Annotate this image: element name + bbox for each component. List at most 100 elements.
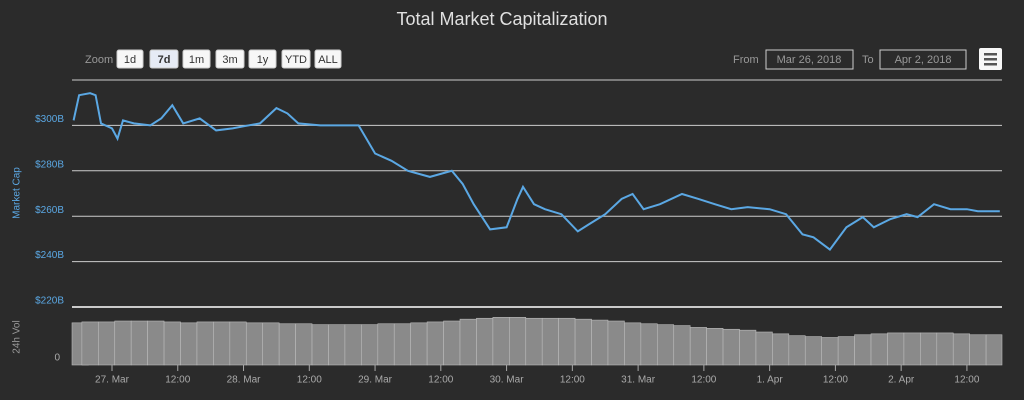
volume-bar bbox=[574, 318, 592, 366]
volume-bar bbox=[541, 317, 559, 366]
volume-bar bbox=[229, 321, 247, 366]
volume-bar bbox=[245, 322, 264, 366]
volume-bar bbox=[426, 321, 444, 366]
volume-bar bbox=[772, 333, 790, 366]
menu-button[interactable] bbox=[979, 48, 1002, 70]
menu-bar bbox=[984, 58, 997, 61]
zoom-button[interactable] bbox=[314, 49, 342, 69]
zoom-button[interactable] bbox=[116, 49, 144, 69]
x-tick-label: 2. Apr bbox=[888, 375, 915, 386]
x-tick-label: 29. Mar bbox=[358, 375, 393, 386]
volume-bar bbox=[656, 324, 675, 366]
volume-bar bbox=[887, 332, 905, 366]
zoom-button-label: ALL bbox=[318, 54, 338, 66]
volume-bar bbox=[706, 328, 724, 366]
zoom-button-label: 1m bbox=[189, 54, 204, 66]
y-tick-label: $300B bbox=[35, 114, 64, 125]
volume-bar bbox=[673, 325, 691, 366]
volume-bar bbox=[936, 332, 954, 366]
to-label: To bbox=[862, 54, 874, 66]
zoom-button-label: 1y bbox=[257, 54, 269, 66]
from-input[interactable] bbox=[765, 49, 854, 70]
y-axis-title: Market Cap bbox=[12, 167, 23, 219]
volume-bar bbox=[640, 323, 658, 366]
volume-bar bbox=[377, 323, 395, 366]
x-tick-label: 12:00 bbox=[691, 375, 716, 386]
y-tick-label: $240B bbox=[35, 250, 64, 261]
x-tick-label: 12:00 bbox=[165, 375, 190, 386]
market-cap-line bbox=[72, 92, 1000, 252]
x-tick-label: 12:00 bbox=[954, 375, 979, 386]
volume-bar bbox=[969, 334, 987, 366]
zoom-label: Zoom bbox=[85, 54, 113, 66]
zoom-button-label: YTD bbox=[285, 54, 307, 66]
volume-bar bbox=[98, 321, 116, 366]
x-tick-label: 12:00 bbox=[428, 375, 453, 386]
zoom-button[interactable] bbox=[149, 49, 179, 69]
x-tick-label: 12:00 bbox=[823, 375, 848, 386]
volume-bar bbox=[361, 324, 379, 366]
volume-bar bbox=[509, 317, 527, 366]
volume-bar bbox=[804, 336, 822, 366]
zoom-button-label: 1d bbox=[124, 54, 136, 66]
volume-bar bbox=[788, 335, 806, 366]
x-tick-label: 28. Mar bbox=[227, 375, 262, 386]
volume-bar bbox=[870, 333, 888, 366]
volume-bar bbox=[607, 320, 625, 366]
y-tick-label: $280B bbox=[35, 159, 64, 170]
from-value: Mar 26, 2018 bbox=[777, 54, 842, 66]
volume-bar bbox=[81, 321, 99, 366]
zoom-button[interactable] bbox=[215, 49, 245, 69]
volume-bar bbox=[476, 317, 494, 366]
volume-bar bbox=[130, 320, 148, 366]
volume-bar bbox=[295, 323, 313, 366]
zoom-button[interactable] bbox=[248, 49, 277, 69]
volume-bar bbox=[689, 327, 707, 366]
zoom-button-label: 7d bbox=[158, 54, 171, 66]
menu-bar bbox=[984, 63, 997, 66]
volume-bar bbox=[180, 322, 198, 366]
zoom-button[interactable] bbox=[281, 49, 311, 69]
y-tick-label: $220B bbox=[35, 296, 64, 307]
volume-bar bbox=[525, 317, 543, 366]
volume-bar bbox=[344, 324, 362, 366]
volume-bar bbox=[393, 323, 411, 366]
volume-bar bbox=[459, 318, 477, 366]
volume-bar bbox=[558, 317, 576, 366]
volume-bar bbox=[920, 332, 938, 366]
y-tick-label: $260B bbox=[35, 205, 64, 216]
menu-bar bbox=[984, 53, 997, 56]
volume-bar bbox=[985, 334, 1003, 366]
volume-axis-title: 24h Vol bbox=[12, 320, 23, 353]
volume-bar bbox=[739, 329, 757, 366]
zoom-button[interactable] bbox=[182, 49, 211, 69]
volume-bar bbox=[492, 317, 510, 366]
y-tick-label: 0 bbox=[54, 353, 60, 364]
volume-bar bbox=[722, 328, 740, 366]
volume-bar bbox=[903, 332, 921, 366]
volume-bar bbox=[163, 321, 181, 366]
to-input[interactable] bbox=[879, 49, 967, 70]
volume-bar bbox=[854, 334, 872, 366]
volume-bar bbox=[262, 322, 280, 366]
volume-bar bbox=[114, 320, 132, 366]
volume-bar bbox=[147, 320, 165, 366]
volume-bar bbox=[278, 323, 296, 366]
volume-bar bbox=[311, 324, 329, 366]
volume-bar bbox=[443, 320, 461, 366]
volume-bar bbox=[410, 322, 428, 366]
x-tick-label: 27. Mar bbox=[95, 375, 130, 386]
volume-bar bbox=[821, 337, 839, 366]
from-label: From bbox=[733, 54, 759, 66]
x-tick-label: 31. Mar bbox=[621, 375, 656, 386]
volume-bar bbox=[213, 321, 231, 366]
x-tick-label: 1. Apr bbox=[757, 375, 784, 386]
volume-bar bbox=[952, 333, 970, 366]
x-tick-label: 30. Mar bbox=[490, 375, 525, 386]
volume-bar bbox=[837, 336, 855, 366]
x-tick-label: 12:00 bbox=[297, 375, 322, 386]
volume-bar bbox=[624, 322, 642, 366]
volume-bar bbox=[196, 321, 214, 366]
volume-bar bbox=[591, 319, 609, 366]
